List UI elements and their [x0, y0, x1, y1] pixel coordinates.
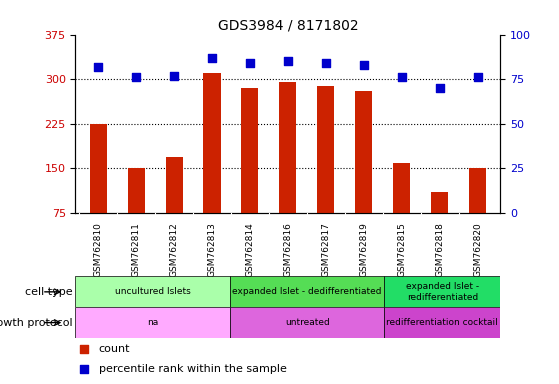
Bar [318, 86, 334, 213]
Point [283, 58, 292, 65]
Text: GSM762816: GSM762816 [283, 223, 292, 278]
Bar [469, 169, 486, 213]
Text: cell type: cell type [25, 287, 73, 297]
Point [132, 74, 141, 81]
Bar [431, 192, 448, 213]
Bar [393, 162, 410, 213]
Bar [127, 169, 145, 213]
Bar [165, 157, 183, 213]
Text: GSM762812: GSM762812 [169, 223, 178, 277]
Text: untreated: untreated [285, 318, 330, 327]
Text: expanded Islet - dedifferentiated: expanded Islet - dedifferentiated [233, 287, 382, 296]
Point [361, 103, 369, 109]
Point [169, 73, 178, 79]
Text: GSM762813: GSM762813 [207, 223, 216, 278]
Title: GDS3984 / 8171802: GDS3984 / 8171802 [217, 18, 358, 32]
Point [361, 291, 369, 297]
Bar [203, 73, 221, 213]
Text: count: count [99, 344, 130, 354]
Text: GSM762815: GSM762815 [397, 223, 406, 278]
Bar [230, 276, 385, 307]
Bar [385, 307, 500, 338]
Text: percentile rank within the sample: percentile rank within the sample [99, 364, 287, 374]
Point [321, 60, 330, 66]
Bar [75, 276, 230, 307]
Point [473, 74, 482, 81]
Bar [280, 82, 296, 213]
Bar [230, 307, 385, 338]
Bar [355, 91, 372, 213]
Bar [75, 307, 230, 338]
Point [397, 74, 406, 81]
Point [359, 62, 368, 68]
Text: expanded Islet -
redifferentiated: expanded Islet - redifferentiated [406, 282, 479, 301]
Point [245, 60, 254, 66]
Text: GSM762817: GSM762817 [321, 223, 330, 278]
Point [94, 64, 103, 70]
Text: GSM762818: GSM762818 [435, 223, 444, 278]
Text: na: na [147, 318, 158, 327]
Text: GSM762819: GSM762819 [359, 223, 368, 278]
Text: GSM762820: GSM762820 [473, 223, 482, 277]
Text: uncultured Islets: uncultured Islets [115, 287, 191, 296]
Text: GSM762811: GSM762811 [132, 223, 141, 278]
Text: redifferentiation cocktail: redifferentiation cocktail [386, 318, 498, 327]
Bar [241, 88, 258, 213]
Point [207, 55, 216, 61]
Bar [89, 124, 107, 213]
Text: GSM762814: GSM762814 [245, 223, 254, 277]
Text: GSM762810: GSM762810 [94, 223, 103, 278]
Point [435, 85, 444, 91]
Bar [385, 276, 500, 307]
Text: growth protocol: growth protocol [0, 318, 73, 328]
